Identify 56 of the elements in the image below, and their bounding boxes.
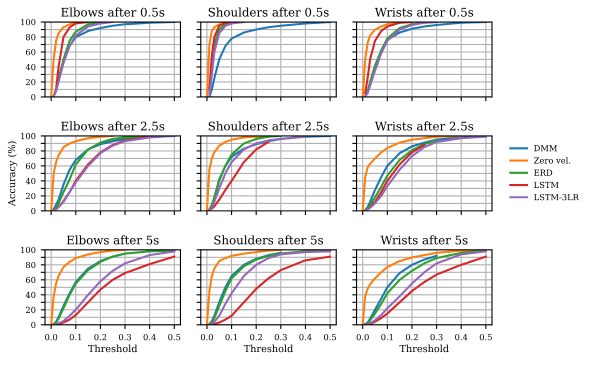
x-axis-title: Threshold: [244, 344, 294, 352]
x-tick-label: 0.0: [356, 334, 369, 340]
y-tick-label: 40: [26, 64, 36, 70]
x-axis-title: Threshold: [400, 344, 449, 352]
chart-title: Elbows after 2.5s: [61, 121, 164, 131]
y-tick-label: 0: [31, 322, 36, 328]
y-tick-label: 80: [26, 262, 36, 268]
y-tick-label: 100: [21, 19, 36, 26]
y-tick-label: 40: [26, 178, 36, 184]
x-tick-label: 0.3: [118, 334, 132, 340]
x-tick-label: 0.5: [324, 334, 336, 340]
y-tick-label: 80: [26, 34, 36, 40]
line-series: [52, 22, 114, 97]
legend-label: LSTM: [534, 182, 559, 188]
chart-title: Wrists after 0.5s: [374, 7, 474, 17]
x-tick-label: 0.1: [70, 334, 82, 340]
legend-label: LSTM-3LR: [534, 194, 580, 200]
y-axis-title: Accuracy (%): [8, 141, 18, 206]
x-tick-label: 0.4: [144, 334, 156, 340]
x-tick-label: 0.3: [274, 334, 287, 340]
y-tick-label: 60: [26, 162, 36, 170]
chart-title: Shoulders after 5s: [214, 235, 324, 244]
x-tick-label: 0.5: [168, 334, 180, 340]
x-tick-label: 0.1: [381, 334, 393, 340]
y-tick-label: 80: [26, 148, 36, 154]
x-tick-label: 0.2: [250, 334, 262, 340]
chart-title: Elbows after 0.5s: [61, 7, 164, 17]
y-tick-label: 20: [26, 192, 36, 200]
legend-label: Zero vel.: [534, 157, 570, 164]
x-tick-label: 0.1: [225, 334, 237, 340]
x-axis-title: Threshold: [88, 344, 138, 352]
line-series: [50, 136, 114, 211]
y-tick-label: 0: [31, 94, 36, 100]
x-tick-label: 0.4: [299, 334, 312, 340]
x-tick-label: 0.3: [430, 334, 443, 340]
chart-title: Wrists after 5s: [380, 235, 468, 244]
x-tick-label: 0.4: [455, 334, 468, 340]
chart-title: Wrists after 2.5s: [374, 121, 474, 131]
x-tick-label: 0.2: [94, 334, 106, 340]
y-tick-label: 0: [31, 208, 36, 214]
x-tick-label: 0.5: [480, 334, 492, 340]
y-tick-label: 100: [21, 132, 36, 140]
x-tick-label: 0.0: [200, 334, 214, 340]
x-tick-label: 0.0: [45, 334, 58, 340]
chart-title: Elbows after 5s: [66, 235, 159, 244]
legend-label: DMM: [534, 145, 557, 152]
y-tick-label: 40: [26, 292, 36, 298]
y-tick-label: 20: [26, 78, 36, 86]
y-tick-label: 100: [21, 246, 36, 254]
y-tick-label: 60: [26, 48, 36, 56]
chart-title: Shoulders after 2.5s: [208, 121, 329, 131]
chart-title: Shoulders after 0.5s: [208, 7, 329, 17]
y-tick-label: 20: [26, 306, 36, 314]
legend-label: ERD: [534, 170, 552, 176]
x-tick-label: 0.2: [406, 334, 418, 340]
y-tick-label: 60: [26, 276, 36, 284]
